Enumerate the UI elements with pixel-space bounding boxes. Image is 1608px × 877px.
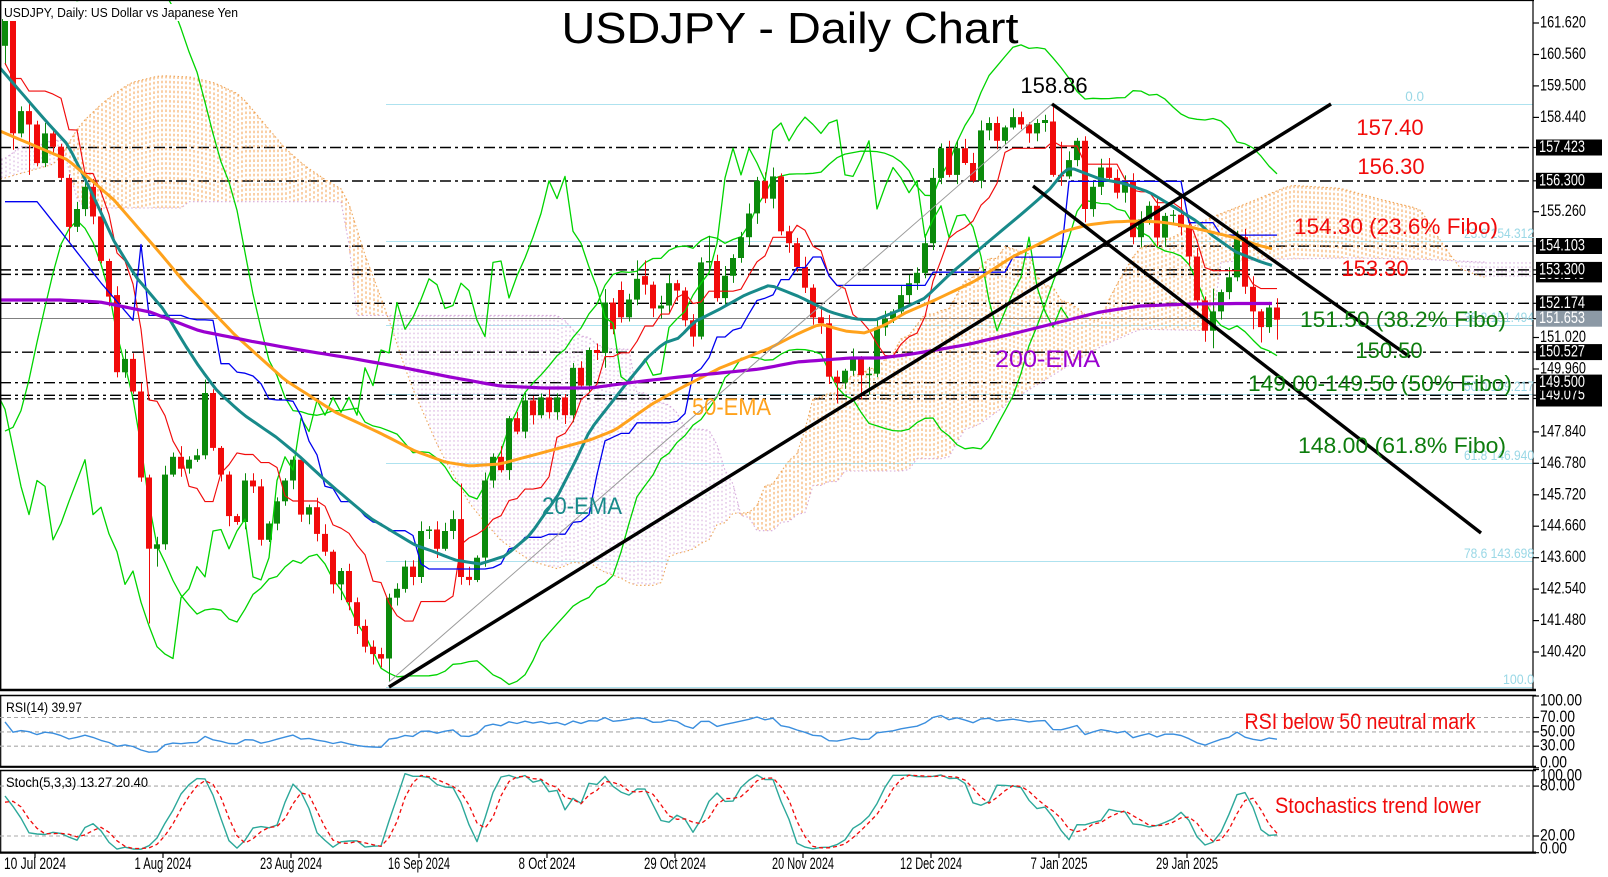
svg-text:148.00 (61.8% Fibo): 148.00 (61.8% Fibo) [1298, 433, 1506, 458]
svg-text:161.620: 161.620 [1540, 13, 1586, 32]
svg-text:RSI below 50 neutral mark: RSI below 50 neutral mark [1245, 709, 1477, 734]
svg-text:20-EMA: 20-EMA [542, 493, 622, 520]
svg-text:155.260: 155.260 [1540, 201, 1586, 220]
svg-text:20 Nov 2024: 20 Nov 2024 [772, 854, 834, 873]
svg-text:50.0 149.217: 50.0 149.217 [1464, 379, 1534, 394]
svg-text:100.00: 100.00 [1540, 691, 1582, 710]
svg-text:151.653: 151.653 [1539, 308, 1585, 327]
svg-text:141.480: 141.480 [1540, 610, 1586, 629]
svg-text:200-EMA: 200-EMA [995, 346, 1100, 373]
svg-text:23 Aug 2024: 23 Aug 2024 [260, 854, 322, 873]
svg-text:70.00: 70.00 [1540, 707, 1575, 726]
svg-text:0.0: 0.0 [1405, 89, 1424, 104]
svg-text:149.960: 149.960 [1540, 359, 1586, 378]
svg-text:142.540: 142.540 [1540, 579, 1586, 598]
svg-text:144.660: 144.660 [1540, 516, 1586, 535]
svg-text:50-EMA: 50-EMA [692, 394, 771, 421]
svg-text:1 Aug 2024: 1 Aug 2024 [135, 854, 192, 873]
svg-text:16 Sep 2024: 16 Sep 2024 [388, 854, 450, 873]
svg-text:154.103: 154.103 [1539, 236, 1585, 255]
svg-text:160.560: 160.560 [1540, 44, 1586, 63]
svg-text:20.00: 20.00 [1540, 826, 1575, 845]
svg-text:USDJPY, Daily: US Dollar vs J: USDJPY, Daily: US Dollar vs Japanese Yen [4, 5, 238, 20]
svg-text:151.50 (38.2% Fibo): 151.50 (38.2% Fibo) [1300, 307, 1506, 332]
svg-text:145.720: 145.720 [1540, 484, 1586, 503]
svg-text:RSI(14) 39.97: RSI(14) 39.97 [6, 700, 82, 715]
svg-text:157.423: 157.423 [1539, 137, 1585, 156]
svg-text:156.30: 156.30 [1357, 154, 1424, 179]
svg-text:151.020: 151.020 [1540, 327, 1586, 346]
svg-text:50.00: 50.00 [1540, 721, 1575, 740]
svg-text:29 Jan 2025: 29 Jan 2025 [1156, 854, 1218, 873]
svg-text:Stoch(5,3,3) 13.27 20.40: Stoch(5,3,3) 13.27 20.40 [6, 775, 148, 790]
svg-text:100.00: 100.00 [1540, 766, 1582, 785]
svg-text:80.00: 80.00 [1540, 776, 1575, 795]
svg-text:156.300: 156.300 [1539, 170, 1585, 189]
svg-text:7 Jan 2025: 7 Jan 2025 [1031, 854, 1088, 873]
svg-text:146.780: 146.780 [1540, 453, 1586, 472]
svg-text:150.527: 150.527 [1539, 342, 1585, 361]
svg-text:149.00-149.50 (50% Fibo): 149.00-149.50 (50% Fibo) [1248, 371, 1512, 396]
svg-text:30.00: 30.00 [1540, 736, 1575, 755]
svg-text:147.840: 147.840 [1540, 421, 1586, 440]
svg-text:100.0: 100.0 [1503, 672, 1534, 687]
svg-text:149.500: 149.500 [1539, 372, 1585, 391]
svg-text:0.00: 0.00 [1540, 753, 1567, 772]
svg-text:Stochastics trend lower: Stochastics trend lower [1275, 793, 1481, 818]
svg-text:29 Oct 2024: 29 Oct 2024 [644, 854, 706, 873]
svg-text:157.40: 157.40 [1356, 115, 1423, 140]
svg-text:78.6 143.698: 78.6 143.698 [1464, 546, 1534, 561]
svg-text:23.6 154.312: 23.6 154.312 [1464, 226, 1534, 241]
svg-text:152.174: 152.174 [1539, 293, 1585, 312]
svg-text:0.00: 0.00 [1540, 839, 1567, 858]
svg-text:158.440: 158.440 [1540, 107, 1586, 126]
svg-text:159.500: 159.500 [1540, 75, 1586, 94]
svg-text:153.300: 153.300 [1539, 259, 1585, 278]
svg-text:8 Oct 2024: 8 Oct 2024 [519, 854, 576, 873]
svg-text:140.420: 140.420 [1540, 642, 1586, 661]
svg-text:150.50: 150.50 [1355, 338, 1422, 363]
svg-text:USDJPY - Daily Chart: USDJPY - Daily Chart [562, 4, 1019, 53]
svg-text:154.30 (23.6% Fibo): 154.30 (23.6% Fibo) [1294, 214, 1498, 239]
svg-text:158.86: 158.86 [1020, 73, 1087, 98]
svg-text:10 Jul 2024: 10 Jul 2024 [4, 854, 66, 873]
svg-text:61.8 146.940: 61.8 146.940 [1464, 448, 1534, 463]
svg-text:38.2 151.494: 38.2 151.494 [1464, 310, 1534, 325]
svg-text:153.30: 153.30 [1341, 256, 1408, 281]
svg-text:12 Dec 2024: 12 Dec 2024 [900, 854, 962, 873]
svg-text:143.600: 143.600 [1540, 547, 1586, 566]
